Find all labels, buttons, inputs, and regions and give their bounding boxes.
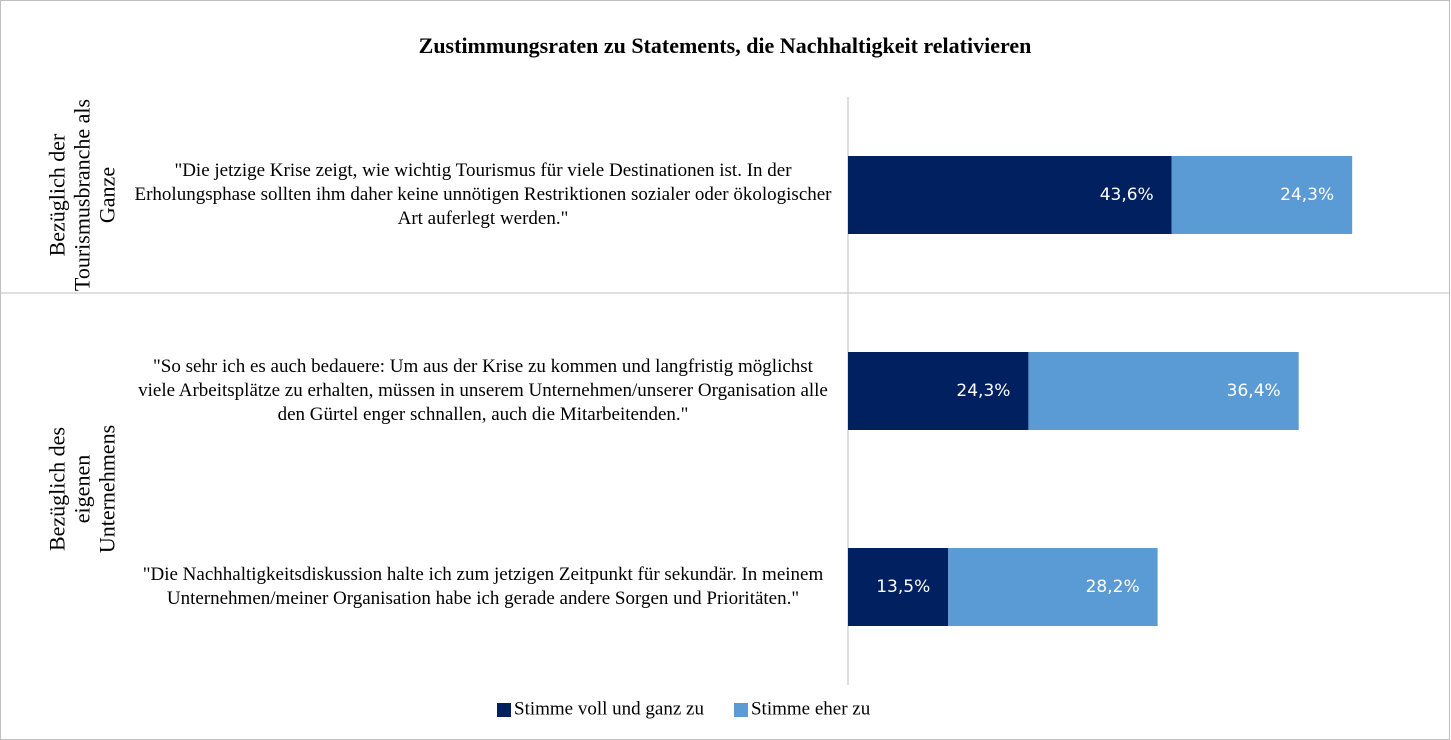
value-label: 13,5%	[876, 577, 930, 597]
value-label: 28,2%	[1086, 577, 1140, 597]
legend-swatch	[497, 703, 511, 717]
category-label: "Die Nachhaltigkeitsdiskussion halte ich…	[142, 564, 824, 609]
bar-segment	[1171, 156, 1353, 234]
legend-swatch	[733, 703, 748, 717]
category-label: "So sehr ich es auch bedauere: Um aus de…	[138, 356, 828, 425]
bar-segment	[848, 352, 1029, 430]
value-label: 24,3%	[956, 381, 1010, 401]
group-label: Bezüglich der Tourismusbranche als Ganze	[44, 98, 120, 292]
category-label: "Die jetzige Krise zeigt, wie wichtig To…	[134, 160, 832, 229]
value-label: 43,6%	[1100, 185, 1154, 205]
value-label: 36,4%	[1227, 381, 1281, 401]
group-label: Bezüglich des eigenen Unternehmens	[44, 424, 120, 554]
value-label: 24,3%	[1280, 185, 1334, 205]
bar-segment	[948, 548, 1158, 626]
bar-segment	[1028, 352, 1299, 430]
chart-title: Zustimmungsraten zu Statements, die Nach…	[419, 33, 1032, 58]
bar-segment	[848, 156, 1172, 234]
legend-label: Stimme voll und ganz zu	[514, 698, 704, 719]
legend-label: Stimme eher zu	[751, 698, 871, 719]
bar-segment	[848, 548, 949, 626]
